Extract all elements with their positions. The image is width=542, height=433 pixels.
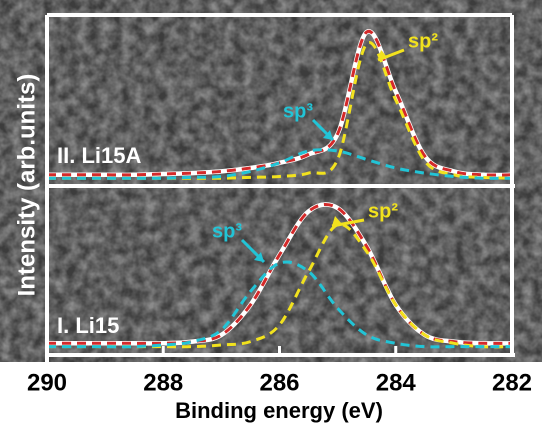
- x-axis-label: Binding energy (eV): [175, 398, 383, 423]
- x-tick-label: 290: [27, 369, 67, 396]
- x-tick-label: 288: [143, 369, 183, 396]
- x-tick-label: 282: [492, 369, 532, 396]
- annotation: sp³: [212, 220, 242, 242]
- annotation: sp³: [283, 100, 313, 122]
- chart: II. Li15A sp² sp³ I. Li15 sp² sp³ 290 288 286 284…: [0, 0, 542, 433]
- annotation: sp²: [408, 30, 438, 52]
- sem-texture: [0, 0, 542, 362]
- x-tick-label: 284: [376, 369, 417, 396]
- x-tick-label: 286: [259, 369, 299, 396]
- y-axis-label: Intensity (arb.units): [13, 74, 40, 297]
- annotation: sp²: [368, 200, 398, 222]
- panel-label: II. Li15A: [57, 143, 141, 168]
- panel-label: I. Li15: [57, 313, 119, 338]
